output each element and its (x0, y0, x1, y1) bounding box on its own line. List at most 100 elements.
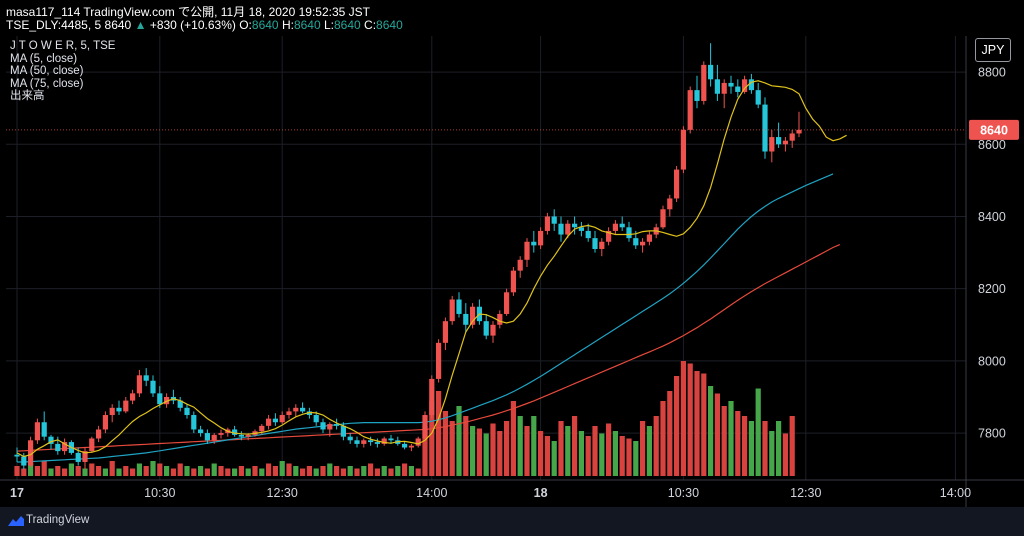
candle (177, 396, 183, 412)
legend-ma50[interactable]: MA (50, close) (10, 65, 84, 77)
volume-bar (470, 426, 476, 476)
candle-body (116, 407, 122, 412)
y-tick-label: 7800 (978, 427, 1006, 441)
candle-body (422, 415, 428, 439)
candle (551, 209, 557, 231)
candle-body (402, 443, 408, 448)
footer-bar: TradingView (0, 507, 1024, 536)
candle-body (694, 90, 700, 101)
volume-bar (300, 468, 306, 476)
candle-body (721, 82, 727, 94)
candle-body (232, 429, 238, 435)
candle-body (449, 299, 455, 322)
candle (721, 79, 727, 109)
volume-bar (170, 468, 176, 476)
close-value: 8640 (376, 18, 403, 32)
volume-bar (422, 426, 428, 476)
volume-bar (306, 466, 312, 476)
volume-bar (21, 468, 27, 476)
volume-bar (388, 468, 394, 476)
legend-ma75[interactable]: MA (75, close) (10, 77, 84, 90)
candle (62, 438, 68, 455)
candle (517, 256, 523, 278)
candle (41, 411, 47, 441)
candle (510, 267, 516, 296)
volume-bar (354, 468, 360, 476)
volume-bar (245, 468, 251, 476)
volume-bar (130, 468, 136, 476)
candle (612, 220, 618, 235)
candle-body (619, 223, 625, 228)
volume-bar (599, 433, 605, 476)
candle (680, 126, 686, 174)
volume-bar (177, 463, 183, 476)
candle (211, 433, 217, 444)
candle (313, 411, 319, 426)
candle (606, 227, 612, 246)
y-tick-label: 8600 (978, 138, 1006, 152)
legend-ma5[interactable]: MA (5, close) (10, 52, 78, 65)
candle-body (109, 407, 115, 416)
candle (28, 436, 34, 468)
candle (293, 404, 299, 417)
candle-body (463, 313, 469, 325)
candle (646, 230, 652, 246)
currency-button[interactable]: JPY (975, 38, 1011, 62)
candle (347, 433, 353, 444)
candle (89, 436, 95, 453)
candle-body (21, 456, 27, 466)
volume-bar (748, 421, 754, 476)
candle-body (293, 407, 299, 412)
volume-bar (694, 371, 700, 476)
volume-bar (653, 416, 659, 476)
tradingview-logo-icon[interactable] (8, 515, 24, 527)
volume-bar (109, 461, 115, 476)
volume-bar (524, 426, 530, 476)
candle (286, 407, 292, 419)
candle-body (612, 223, 618, 231)
volume-bar (75, 466, 81, 476)
tradingview-brand[interactable]: TradingView (26, 514, 90, 526)
volume-bar (266, 463, 272, 476)
candle-body (531, 241, 537, 246)
volume-bar (538, 431, 544, 476)
candle-body (667, 198, 673, 210)
volume-bar (762, 421, 768, 476)
volume-bar (674, 376, 680, 476)
volume-bar (558, 421, 564, 476)
volume-bar (340, 468, 346, 476)
candle-body (755, 90, 761, 105)
legend-symbol[interactable]: J T O W E R, 5, TSE (10, 40, 116, 52)
candle (572, 216, 578, 235)
candle-body (585, 230, 591, 239)
candle (130, 389, 136, 405)
candle-body (776, 137, 782, 145)
volume-bar (442, 411, 448, 476)
candle-body (136, 375, 142, 394)
candle (531, 230, 537, 253)
candle-body (177, 400, 183, 408)
candle (102, 411, 108, 434)
candle (769, 129, 775, 163)
volume-bar (191, 468, 197, 476)
candle-body (782, 140, 788, 145)
candle (694, 75, 700, 109)
price-chart[interactable]: 7800 8000 8200 8400 8600 8800 8640 17 10:30 12:30… (0, 0, 1024, 507)
volume-bar (721, 406, 727, 476)
candle (449, 295, 455, 325)
volume-bar (402, 463, 408, 476)
candle-body (354, 440, 360, 444)
volume-bar (742, 416, 748, 476)
candle-body (14, 454, 20, 457)
candle-body (510, 270, 516, 293)
legend-volume[interactable]: 出来高 (10, 90, 45, 102)
candle (490, 321, 496, 343)
candle (762, 97, 768, 159)
volume-bar (714, 393, 720, 476)
close-label: C: (364, 18, 377, 32)
volume-bar (490, 423, 496, 476)
volume-bar (157, 463, 163, 476)
candle-body (442, 321, 448, 343)
candle-body (184, 407, 190, 416)
volume-bar (225, 468, 231, 476)
